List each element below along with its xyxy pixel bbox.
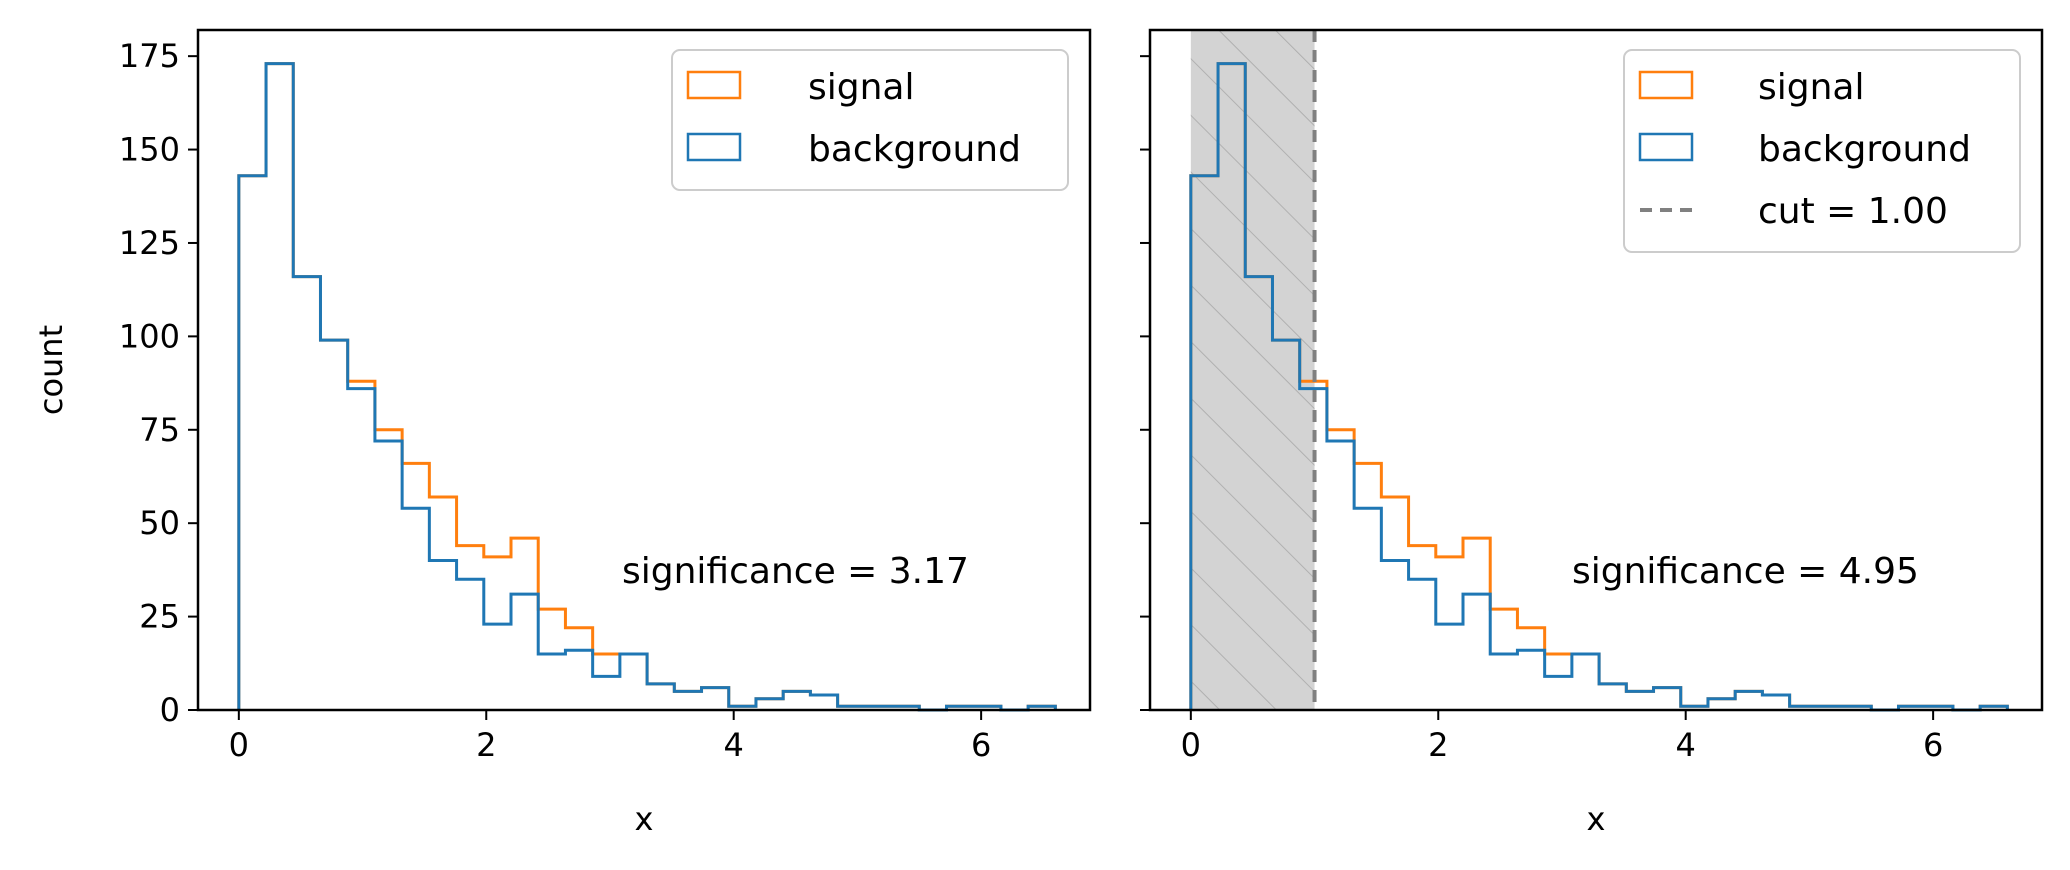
x-tick-label: 4 (1676, 726, 1696, 764)
x-tick-label: 0 (229, 726, 249, 764)
plot-frame (196, 28, 1092, 712)
x-tick-label: 6 (971, 726, 991, 764)
x-axis-label: x (635, 800, 654, 838)
right-histogram-panel: 0 2 4 6 x significance = 4.95 signal backgr… (1140, 28, 2044, 838)
x-tick-label: 4 (724, 726, 744, 764)
y-tick-label: 150 (119, 131, 180, 169)
y-tick-label: 100 (119, 317, 180, 355)
x-tick-label: 6 (1923, 726, 1943, 764)
legend-swatch-signal (686, 70, 742, 100)
x-tick-label: 0 (1181, 726, 1201, 764)
legend-label-signal: signal (808, 67, 915, 108)
legend-label-background: background (1758, 129, 1971, 170)
y-tick-label: 50 (139, 504, 180, 542)
histogram-background (1189, 62, 2009, 712)
y-tick-label: 75 (139, 411, 180, 449)
legend: signal background (671, 49, 1069, 191)
y-tick-label: 125 (119, 224, 180, 262)
legend-label-signal: signal (1758, 67, 1865, 108)
legend-label-background: background (808, 129, 1021, 170)
x-tick-label: 2 (476, 726, 496, 764)
legend-swatch-signal (1638, 70, 1694, 100)
plot-frame (1148, 28, 2044, 712)
legend: signal background cut = 1.00 (1623, 49, 2021, 253)
legend-box (671, 49, 1069, 191)
excluded-region-hatch (1190, 30, 1315, 710)
histogram-background (237, 62, 1057, 712)
legend-label-cut: cut = 1.00 (1758, 191, 1948, 232)
legend-swatch-background (686, 132, 742, 162)
y-axis-label: count (32, 325, 70, 415)
significance-annotation: significance = 4.95 (1572, 551, 1919, 592)
legend-swatch-background (1638, 132, 1694, 162)
y-tick-label: 0 (160, 691, 180, 729)
significance-annotation: significance = 3.17 (622, 551, 969, 592)
x-axis-label: x (1587, 800, 1606, 838)
y-tick-label: 175 (119, 37, 180, 75)
left-histogram-panel: 0 2 4 6 0 25 50 75 100 125 150 175 x count signific… (32, 28, 1092, 838)
y-tick-label: 25 (139, 598, 180, 636)
legend-box (1623, 49, 2021, 253)
x-tick-label: 2 (1428, 726, 1448, 764)
